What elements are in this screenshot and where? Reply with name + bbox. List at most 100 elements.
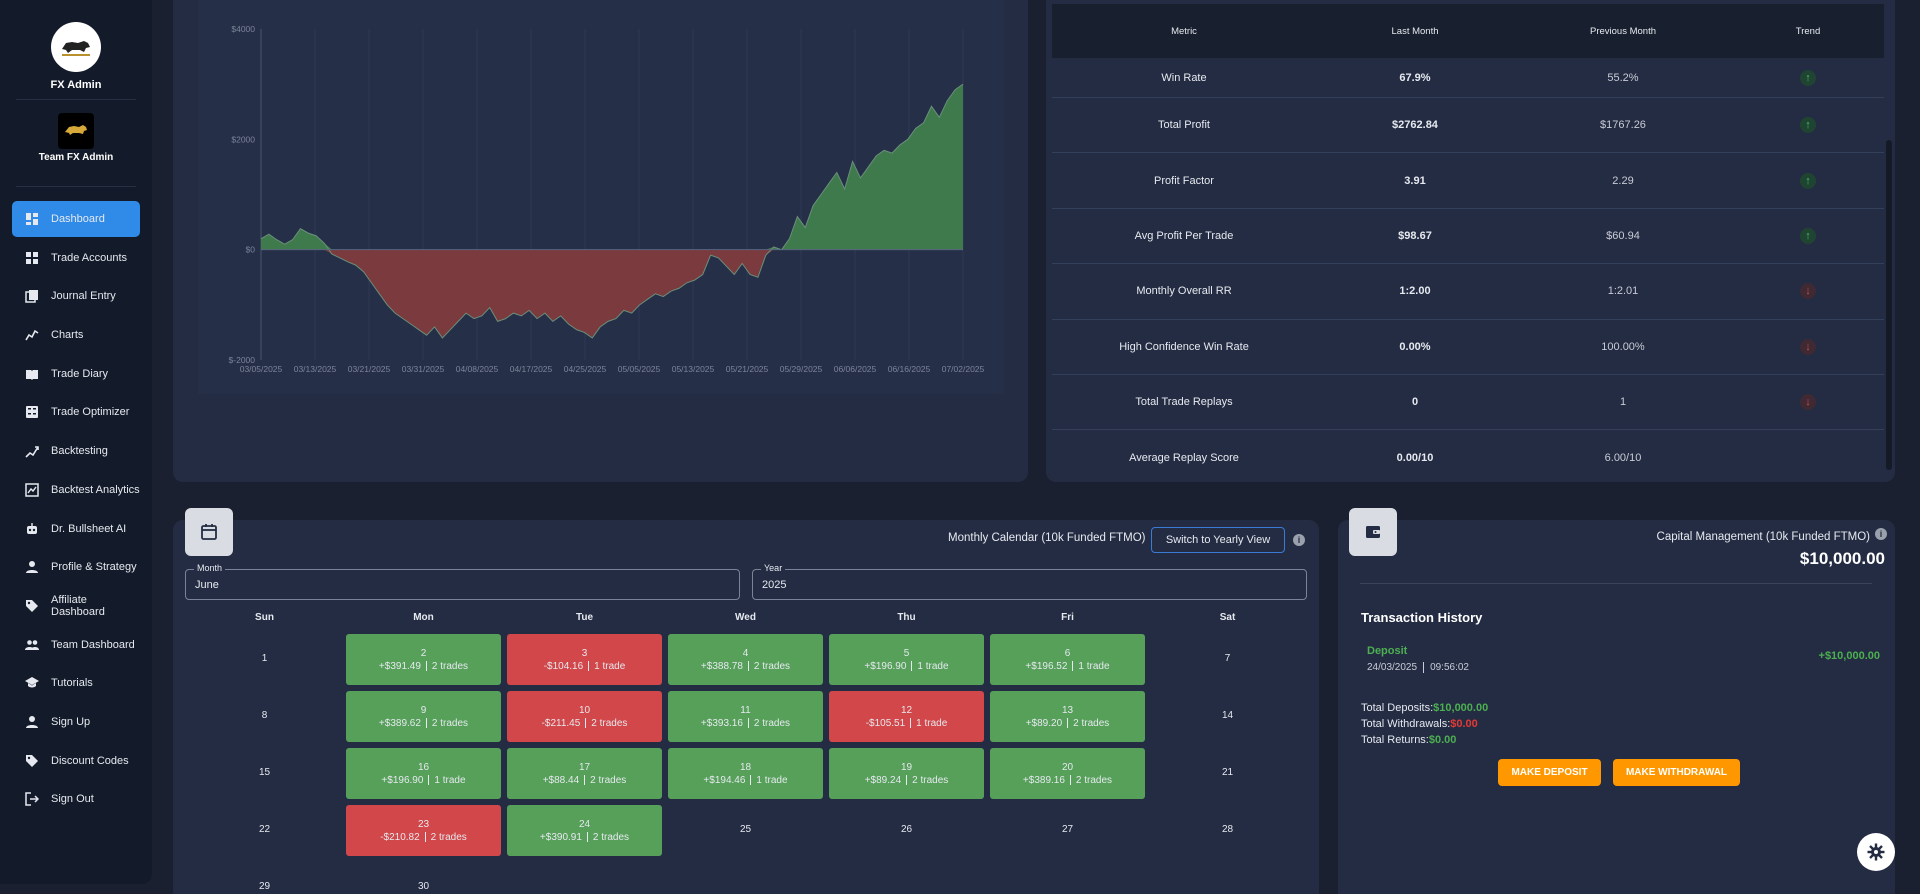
day-pnl: -$104.16	[543, 660, 584, 672]
calendar-day-empty[interactable]: 7	[1224, 653, 1231, 664]
day-number: 20	[1061, 761, 1074, 773]
calendar-badge	[185, 508, 233, 556]
make-withdrawal-button[interactable]: MAKE WITHDRAWAL	[1613, 759, 1740, 786]
logout-icon	[25, 792, 39, 807]
calendar-day-empty[interactable]: 22	[258, 824, 271, 835]
calendar-day-empty[interactable]: 21	[1221, 767, 1234, 778]
sidebar-item-affiliate-dashboard[interactable]: Affiliate Dashboard	[12, 588, 140, 624]
metric-name: Total Trade Replays	[1135, 396, 1233, 409]
metric-last-month: 1:2.00	[1399, 285, 1431, 298]
day-summary: +$389.16 2 trades	[1023, 774, 1112, 787]
calendar-day-empty[interactable]: 25	[739, 824, 752, 835]
calendar-day-cell[interactable]: 3 -$104.16 1 trade	[507, 634, 662, 685]
sidebar-item-trade-accounts[interactable]: Trade Accounts	[12, 240, 140, 276]
metric-last-month: $2762.84	[1392, 119, 1438, 132]
metric-last-month: 0	[1411, 396, 1419, 409]
sidebar-item-sign-up[interactable]: Sign Up	[12, 704, 140, 740]
sidebar-item-discount-codes[interactable]: Discount Codes	[12, 743, 140, 779]
calendar-day-cell[interactable]: 4 +$388.78 2 trades	[668, 634, 823, 685]
day-summary: -$105.51 1 trade	[866, 717, 948, 730]
sidebar-item-sign-out[interactable]: Sign Out	[12, 781, 140, 817]
metrics-row: High Confidence Win Rate 0.00% 100.00% ↓	[1052, 320, 1884, 375]
separator	[428, 775, 430, 785]
calendar-day-empty[interactable]: 15	[258, 767, 271, 778]
info-icon[interactable]: i	[1293, 534, 1305, 546]
sidebar-item-dashboard[interactable]: Dashboard	[12, 201, 140, 237]
sidebar-item-charts[interactable]: Charts	[12, 317, 140, 353]
day-trades: 2 trades	[430, 831, 467, 843]
sidebar-item-label: Sign Out	[51, 793, 94, 806]
metric-last-month: 3.91	[1404, 174, 1426, 187]
calendar-day-cell[interactable]: 13 +$89.20 2 trades	[990, 691, 1145, 742]
calendar-day-cell[interactable]: 16 +$196.90 1 trade	[346, 748, 501, 799]
switch-yearly-view-button[interactable]: Switch to Yearly View	[1151, 527, 1285, 553]
metric-trend: ↓	[1732, 283, 1884, 300]
sidebar-item-tutorials[interactable]: Tutorials	[12, 665, 140, 701]
calendar-day-empty[interactable]: 14	[1221, 710, 1234, 721]
sidebar-item-profile-strategy[interactable]: Profile & Strategy	[12, 549, 140, 585]
x-tick-label: 04/08/2025	[456, 364, 499, 374]
calendar-day-empty[interactable]: 26	[900, 824, 913, 835]
calendar-day-cell[interactable]: 9 +$389.62 2 trades	[346, 691, 501, 742]
day-number: 19	[900, 761, 913, 773]
sidebar-item-journal-entry[interactable]: Journal Entry	[12, 278, 140, 314]
calendar-day-cell[interactable]: 2 +$391.49 2 trades	[346, 634, 501, 685]
separator	[584, 775, 586, 785]
calendar-day-cell[interactable]: 19 +$89.24 2 trades	[829, 748, 984, 799]
calendar-day-empty[interactable]: 28	[1221, 824, 1234, 835]
sidebar-item-trade-diary[interactable]: Trade Diary	[12, 356, 140, 392]
day-number: 5	[903, 647, 910, 659]
calendar-day-cell[interactable]: 12 -$105.51 1 trade	[829, 691, 984, 742]
weekday-header: Fri	[1061, 612, 1074, 623]
total-returns-row: Total Returns:$0.00	[1361, 732, 1488, 748]
metrics-scrollbar[interactable]	[1886, 140, 1892, 470]
day-summary: +$393.16 2 trades	[701, 717, 790, 730]
day-trades: 2 trades	[1073, 717, 1110, 729]
sidebar-item-label: Backtest Analytics	[51, 483, 140, 496]
day-summary: +$89.20 2 trades	[1026, 717, 1110, 730]
sidebar-item-team-dashboard[interactable]: Team Dashboard	[12, 627, 140, 663]
metric-name: Profit Factor	[1154, 174, 1214, 187]
sidebar-item-label: Profile & Strategy	[51, 561, 137, 574]
calendar-day-cell[interactable]: 11 +$393.16 2 trades	[668, 691, 823, 742]
make-deposit-button[interactable]: MAKE DEPOSIT	[1498, 759, 1601, 786]
group-icon	[25, 639, 39, 650]
calendar-day-cell[interactable]: 23 -$210.82 2 trades	[346, 805, 501, 856]
day-trades: 1 trade	[756, 774, 788, 786]
day-trades: 2 trades	[753, 660, 791, 672]
calendar-day-cell[interactable]: 24 +$390.91 2 trades	[507, 805, 662, 856]
calendar-day-cell[interactable]: 5 +$196.90 1 trade	[829, 634, 984, 685]
metric-last-month: 0.00%	[1399, 340, 1431, 353]
sidebar-item-backtest-analytics[interactable]: Backtest Analytics	[12, 472, 140, 508]
month-select[interactable]: Month June	[185, 563, 740, 600]
calendar-day-empty[interactable]: 8	[261, 710, 268, 721]
arrow-up-icon: ↑	[1800, 227, 1816, 244]
settings-fab[interactable]	[1857, 833, 1895, 871]
calendar-day-cell[interactable]: 20 +$389.16 2 trades	[990, 748, 1145, 799]
metrics-row: Monthly Overall RR 1:2.00 1:2.01 ↓	[1052, 264, 1884, 320]
year-select[interactable]: Year 2025	[752, 563, 1307, 600]
metric-previous-month: 100.00%	[1601, 340, 1645, 353]
separator	[911, 661, 913, 671]
calendar-day-empty[interactable]: 29	[258, 881, 271, 892]
bull-logo-icon	[62, 41, 90, 56]
day-pnl: -$105.51	[865, 717, 906, 729]
calendar-day-cell[interactable]: 18 +$194.46 1 trade	[668, 748, 823, 799]
sidebar-item-trade-optimizer[interactable]: Trade Optimizer	[12, 394, 140, 430]
sidebar-item-backtesting[interactable]: Backtesting	[12, 433, 140, 469]
day-number: 3	[581, 647, 588, 659]
day-summary: -$210.82 2 trades	[380, 831, 467, 844]
calendar-day-cell[interactable]: 6 +$196.52 1 trade	[990, 634, 1145, 685]
calendar-day-empty[interactable]: 1	[261, 653, 268, 664]
metric-name: Average Replay Score	[1129, 452, 1239, 465]
metric-last-month: 67.9%	[1399, 71, 1431, 84]
calendar-day-cell[interactable]: 17 +$88.44 2 trades	[507, 748, 662, 799]
sidebar-item-dr-bullsheet-ai[interactable]: Dr. Bullsheet AI	[12, 511, 140, 547]
calendar-day-empty[interactable]: 27	[1061, 824, 1074, 835]
arrow-up-icon: ↑	[1800, 172, 1816, 189]
calendar-day-cell[interactable]: 10 -$211.45 2 trades	[507, 691, 662, 742]
calendar-day-empty[interactable]: 30	[417, 881, 430, 892]
info-icon[interactable]: i	[1875, 528, 1887, 540]
total-deposits-label: Total Deposits:	[1361, 702, 1434, 714]
